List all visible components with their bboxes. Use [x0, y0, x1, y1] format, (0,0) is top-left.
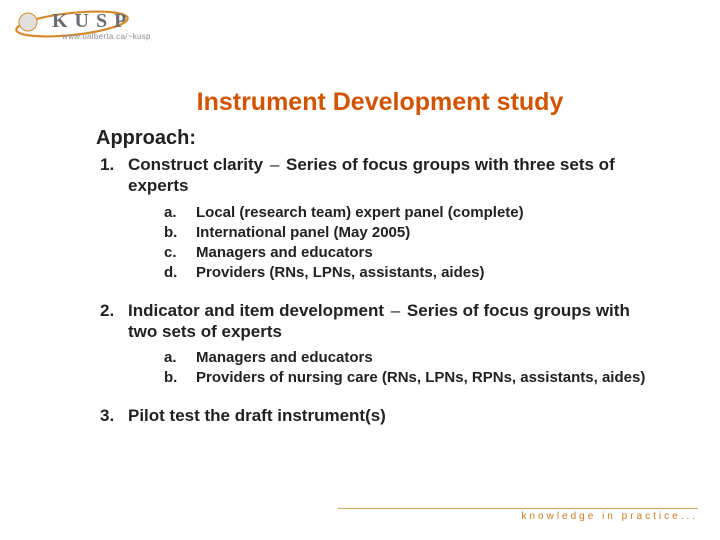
sub-item-marker: a. [164, 348, 196, 368]
footer-tagline: knowledge in practice... [338, 508, 698, 522]
sub-item-marker: b. [164, 368, 196, 388]
logo-text: KUSP [52, 10, 133, 33]
tagline-text: knowledge in practice... [338, 511, 698, 522]
list-item-text: Construct clarity – Series of focus grou… [128, 154, 660, 197]
sub-item-marker: b. [164, 223, 196, 243]
list-item-text: Indicator and item development – Series … [128, 300, 660, 343]
slide-title: Instrument Development study [40, 88, 720, 117]
sub-item-marker: d. [164, 263, 196, 283]
sub-item-text: Providers of nursing care (RNs, LPNs, RP… [196, 368, 660, 388]
list-item-row: 2.Indicator and item development – Serie… [100, 300, 660, 343]
sub-list-item: a.Local (research team) expert panel (co… [164, 203, 660, 223]
list-item-row: 3.Pilot test the draft instrument(s) [100, 405, 660, 426]
list-item-number: 1. [100, 154, 128, 197]
sub-item-text: Local (research team) expert panel (comp… [196, 203, 660, 223]
approach-heading: Approach: [96, 127, 660, 150]
sub-item-marker: c. [164, 243, 196, 263]
list-item-lead: Construct clarity [128, 155, 263, 174]
list-item-text: Pilot test the draft instrument(s) [128, 405, 660, 426]
list-item-number: 3. [100, 405, 128, 426]
sub-list-item: c.Managers and educators [164, 243, 660, 263]
list-item: 1.Construct clarity – Series of focus gr… [100, 154, 660, 284]
list-item: 2.Indicator and item development – Serie… [100, 300, 660, 389]
sub-list-item: b.Providers of nursing care (RNs, LPNs, … [164, 368, 660, 388]
slide-content: Approach: 1.Construct clarity – Series o… [0, 127, 720, 426]
slide-header: KUSP www.ualberta.ca/~kusp [0, 0, 720, 48]
list-item-lead: Indicator and item development [128, 301, 384, 320]
list-item: 3.Pilot test the draft instrument(s) [100, 405, 660, 426]
sub-list: a.Local (research team) expert panel (co… [100, 203, 660, 284]
sub-item-text: Managers and educators [196, 348, 660, 368]
sub-list-item: a.Managers and educators [164, 348, 660, 368]
tagline-rule [338, 508, 698, 509]
sub-list: a.Managers and educatorsb.Providers of n… [100, 348, 660, 389]
sub-item-text: International panel (May 2005) [196, 223, 660, 243]
list-item-row: 1.Construct clarity – Series of focus gr… [100, 154, 660, 197]
sub-item-text: Providers (RNs, LPNs, assistants, aides) [196, 263, 660, 283]
en-dash: – [263, 155, 286, 174]
sub-item-marker: a. [164, 203, 196, 223]
sub-list-item: d.Providers (RNs, LPNs, assistants, aide… [164, 263, 660, 283]
en-dash: – [384, 301, 407, 320]
list-item-number: 2. [100, 300, 128, 343]
sub-item-text: Managers and educators [196, 243, 660, 263]
header-url: www.ualberta.ca/~kusp [62, 32, 151, 41]
sub-list-item: b.International panel (May 2005) [164, 223, 660, 243]
numbered-list: 1.Construct clarity – Series of focus gr… [100, 154, 660, 426]
